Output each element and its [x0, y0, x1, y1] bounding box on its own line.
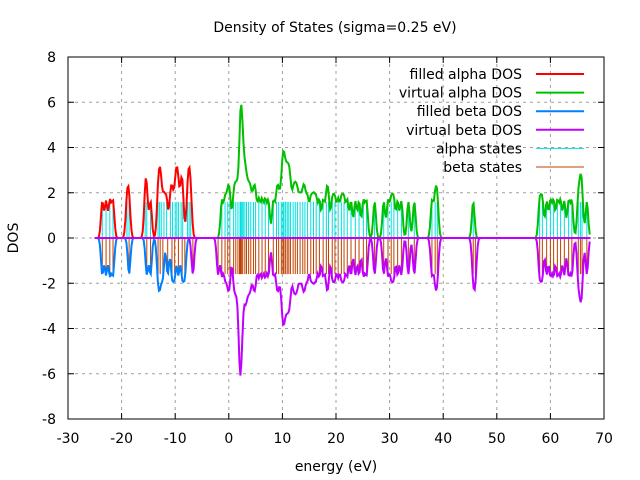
legend-label: filled alpha DOS	[410, 67, 523, 83]
legend-label: virtual beta DOS	[406, 123, 522, 139]
legend-label: beta states	[443, 160, 522, 176]
legend-label: filled beta DOS	[417, 104, 522, 120]
y-tick-label: 4	[47, 141, 56, 157]
legend: filled alpha DOS virtual alpha DOS filled …	[399, 67, 584, 176]
x-tick-label: -20	[110, 431, 133, 447]
legend-label: virtual alpha DOS	[399, 86, 522, 102]
x-tick-label: -10	[164, 431, 187, 447]
x-tick-label: 10	[273, 431, 291, 447]
y-tick-label: 0	[47, 231, 56, 247]
x-tick-label: 0	[224, 431, 233, 447]
y-tick-label: 8	[47, 50, 56, 66]
series-filled-alpha-dos	[94, 164, 590, 239]
y-tick-label: 2	[47, 186, 56, 202]
y-tick-label: -4	[42, 322, 56, 338]
legend-label: alpha states	[436, 141, 522, 157]
x-axis-label: energy (eV)	[295, 459, 377, 475]
x-tick-label: 70	[595, 431, 613, 447]
dos-curves	[94, 104, 591, 376]
y-axis-label: DOS	[6, 223, 22, 254]
y-tick-label: -8	[42, 412, 56, 428]
y-tick-label: 6	[47, 95, 56, 111]
x-tick-label: 60	[541, 431, 559, 447]
y-tick-label: -6	[42, 367, 56, 383]
y-tick-label: -2	[42, 276, 56, 292]
chart-title: Density of States (sigma=0.25 eV)	[213, 20, 456, 36]
series-virtual-beta-dos	[94, 236, 591, 376]
x-tick-label: 50	[488, 431, 506, 447]
x-tick-label: 20	[327, 431, 345, 447]
x-tick-label: -30	[57, 431, 80, 447]
x-tick-label: 40	[434, 431, 452, 447]
x-tick-label: 30	[381, 431, 399, 447]
